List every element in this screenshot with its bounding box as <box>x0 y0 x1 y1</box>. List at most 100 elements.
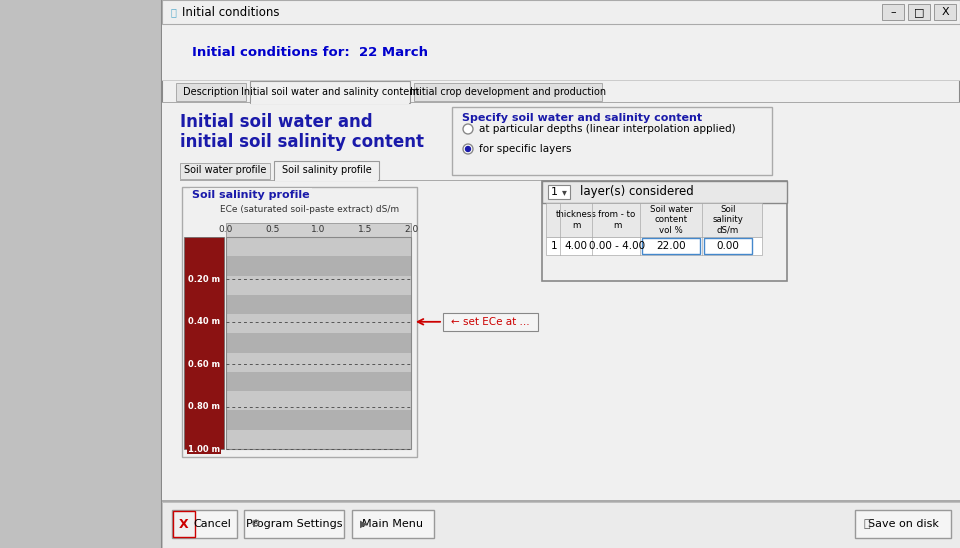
Text: 1: 1 <box>550 187 558 197</box>
Text: 🔺: 🔺 <box>171 7 177 17</box>
Bar <box>162 102 960 103</box>
Text: –: – <box>890 7 896 17</box>
Bar <box>226 391 411 410</box>
Bar <box>162 0 960 548</box>
Text: Initial conditions for:  22 March: Initial conditions for: 22 March <box>192 45 428 59</box>
Bar <box>226 276 411 295</box>
Text: 4.00: 4.00 <box>564 241 588 251</box>
Bar <box>226 352 411 372</box>
Bar <box>226 295 411 314</box>
Circle shape <box>463 144 473 154</box>
Bar <box>542 181 787 281</box>
Bar <box>882 4 904 20</box>
Bar <box>546 203 762 237</box>
Circle shape <box>466 146 470 151</box>
Bar <box>414 83 602 101</box>
Bar <box>548 185 570 199</box>
Bar <box>226 372 411 391</box>
Text: Soil salinity profile: Soil salinity profile <box>192 190 310 200</box>
Text: Save on disk: Save on disk <box>868 519 939 529</box>
Text: Initial conditions: Initial conditions <box>182 5 279 19</box>
Bar <box>162 0 960 24</box>
Bar <box>934 4 956 20</box>
Bar <box>226 237 411 449</box>
Bar <box>226 223 411 237</box>
Text: ▾: ▾ <box>562 187 566 197</box>
Bar <box>184 237 224 449</box>
Text: ECe (saturated soil-paste extract) dS/m: ECe (saturated soil-paste extract) dS/m <box>220 204 399 214</box>
Text: 0.60 m: 0.60 m <box>188 359 220 369</box>
Bar <box>642 238 700 254</box>
Bar <box>546 237 762 255</box>
Bar <box>226 237 411 256</box>
Text: thickness
m: thickness m <box>556 210 596 230</box>
Bar <box>251 102 409 104</box>
Bar <box>176 83 246 101</box>
Text: Initial soil water and: Initial soil water and <box>180 113 372 131</box>
Text: Program Settings: Program Settings <box>246 519 343 529</box>
Bar <box>274 161 379 180</box>
Text: at particular depths (linear interpolation applied): at particular depths (linear interpolati… <box>479 124 735 134</box>
Text: 1.00 m: 1.00 m <box>188 444 220 454</box>
Text: Initial soil water and salinity content: Initial soil water and salinity content <box>241 87 420 97</box>
Bar <box>443 313 538 331</box>
Text: Soil salinity profile: Soil salinity profile <box>281 165 372 175</box>
Bar <box>250 81 410 103</box>
Text: 0.80 m: 0.80 m <box>188 402 220 411</box>
Bar <box>162 80 960 81</box>
Text: 0.20 m: 0.20 m <box>188 275 220 284</box>
Text: X: X <box>941 7 948 17</box>
Bar <box>162 502 960 548</box>
Text: initial soil salinity content: initial soil salinity content <box>180 133 424 151</box>
Bar <box>244 510 344 538</box>
Text: 22.00: 22.00 <box>657 241 685 251</box>
Bar <box>182 187 417 457</box>
Bar <box>173 511 195 537</box>
Bar <box>704 238 752 254</box>
Text: Main Menu: Main Menu <box>363 519 423 529</box>
Bar <box>226 314 411 333</box>
Text: 0.40 m: 0.40 m <box>188 317 220 326</box>
Text: Soil
salinity
dS/m: Soil salinity dS/m <box>712 205 743 235</box>
Bar <box>226 256 411 276</box>
Bar <box>162 500 960 502</box>
Text: 1: 1 <box>551 241 558 251</box>
Text: X: X <box>180 517 189 530</box>
Bar <box>275 179 378 181</box>
Text: ← set ECe at ...: ← set ECe at ... <box>451 317 530 327</box>
Bar <box>226 410 411 430</box>
Bar <box>542 181 787 203</box>
Text: 0.5: 0.5 <box>265 225 279 235</box>
Text: 1.0: 1.0 <box>311 225 325 235</box>
Bar <box>352 510 434 538</box>
Bar <box>180 180 560 181</box>
Text: from - to
m: from - to m <box>598 210 636 230</box>
Bar <box>180 163 270 179</box>
Bar <box>162 24 960 80</box>
Bar <box>162 103 960 548</box>
Text: Soil water
content
vol %: Soil water content vol % <box>650 205 692 235</box>
Text: 💾: 💾 <box>864 519 871 529</box>
Bar <box>908 4 930 20</box>
Text: 0.0: 0.0 <box>219 225 233 235</box>
Text: Cancel: Cancel <box>194 519 231 529</box>
Text: 0.00: 0.00 <box>716 241 739 251</box>
Text: layer(s) considered: layer(s) considered <box>580 186 694 198</box>
Text: Soil water profile: Soil water profile <box>183 165 266 175</box>
Text: ⚙: ⚙ <box>251 519 261 529</box>
Text: for specific layers: for specific layers <box>479 144 571 154</box>
Text: ▶: ▶ <box>360 519 368 529</box>
Text: Description: Description <box>183 87 239 97</box>
Text: 0.00 - 4.00: 0.00 - 4.00 <box>588 241 645 251</box>
Text: 1.5: 1.5 <box>357 225 372 235</box>
Text: □: □ <box>914 7 924 17</box>
Circle shape <box>463 124 473 134</box>
Bar <box>855 510 951 538</box>
Text: Specify soil water and salinity content: Specify soil water and salinity content <box>462 113 702 123</box>
Bar <box>226 333 411 352</box>
Bar <box>172 510 237 538</box>
Bar <box>226 430 411 449</box>
Text: Initial crop development and production: Initial crop development and production <box>410 87 606 97</box>
Text: 2.0: 2.0 <box>404 225 419 235</box>
Bar <box>452 107 772 175</box>
